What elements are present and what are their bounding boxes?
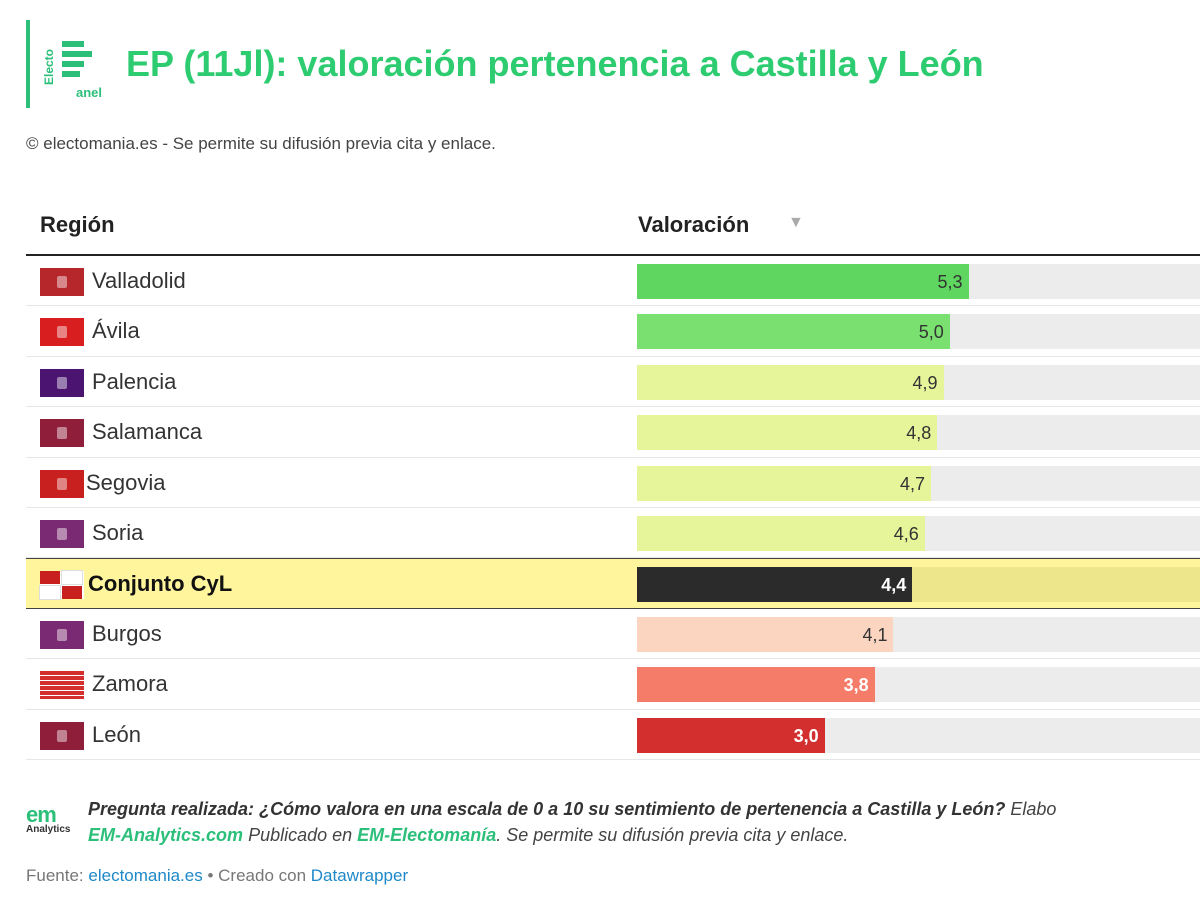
bar — [637, 616, 894, 652]
chart-header: Electo anel EP (11Jl): valoración perten… — [26, 20, 984, 108]
note-text: Pregunta realizada: ¿Cómo valora en una … — [88, 796, 1200, 848]
copyright-note: © electomania.es - Se permite su difusió… — [26, 134, 496, 153]
region-flag-icon — [39, 570, 84, 601]
published-text: Publicado en — [248, 825, 353, 845]
note-trail: Elabo — [1010, 799, 1057, 819]
region-flag-icon — [40, 620, 84, 649]
footer-prefix: Fuente: — [26, 866, 84, 885]
em-electomania-link[interactable]: EM-Electomanía — [357, 825, 497, 845]
bar-value-label: 4,7 — [899, 473, 925, 494]
bar — [637, 364, 944, 400]
region-label: Burgos — [92, 620, 162, 646]
table-row: Valladolid 5,3 — [26, 256, 1200, 307]
region-label: Valladolid — [92, 268, 186, 293]
bar-track: 4,9 — [637, 364, 1200, 400]
region-label: Soria — [92, 519, 144, 545]
region-flag-icon — [40, 519, 84, 548]
table-row: Ávila 5,0 — [26, 306, 1200, 357]
em-analytics-logo: em Analytics — [26, 802, 84, 838]
table-row: Segovia 4,7 — [26, 458, 1200, 508]
bar-track: 3,0 — [637, 717, 1200, 753]
table-row: Palencia 4,9 — [26, 357, 1200, 408]
question-note: em Analytics Pregunta realizada: ¿Cómo v… — [26, 792, 1200, 852]
bar-value-label: 3,0 — [793, 725, 819, 746]
em-logo-text: em — [26, 802, 57, 827]
region-label: Ávila — [92, 318, 140, 344]
header-accent-bar — [26, 20, 30, 108]
sort-arrow-icon[interactable]: ▼ — [788, 214, 804, 231]
logo-vertical-text: Electo — [42, 48, 56, 85]
region-flag-icon — [40, 368, 84, 397]
bar — [637, 314, 950, 350]
bar-track: 4,8 — [637, 415, 1200, 451]
bar-value-label: 5,0 — [918, 322, 944, 343]
region-label: Salamanca — [92, 419, 203, 445]
bar — [637, 515, 925, 551]
table-header: Región Valoración ▼ — [26, 200, 1200, 256]
table-row: León 3,0 — [26, 710, 1200, 760]
bar — [637, 465, 931, 501]
table-body: Valladolid 5,3 Ávila 5,0 Palencia 4,9 Salamanc… — [26, 256, 1200, 760]
em-logo-subtext: Analytics — [26, 824, 71, 835]
table-row: Salamanca 4,8 — [26, 407, 1200, 458]
bar-value-label: 4,6 — [893, 523, 919, 544]
region-flag-icon — [40, 721, 84, 750]
bar-value-label: 5,3 — [937, 272, 963, 292]
bar — [637, 415, 938, 451]
bar-track: 3,8 — [637, 667, 1200, 703]
footer-created: • Creado con — [207, 866, 307, 885]
region-label: Segovia — [86, 469, 166, 495]
region-flag-icon — [40, 419, 84, 448]
table-row: Soria 4,6 — [26, 508, 1200, 559]
bar — [637, 717, 825, 753]
electopanel-logo: Electo anel — [42, 33, 108, 100]
region-flag-icon — [40, 268, 84, 296]
source-link[interactable]: electomania.es — [88, 866, 203, 885]
bar-value-label: 4,8 — [906, 423, 932, 444]
bar-track: 5,0 — [637, 314, 1200, 350]
region-label: Conjunto CyL — [88, 571, 233, 597]
table-row: Zamora 3,8 — [26, 659, 1200, 710]
bar — [637, 264, 969, 299]
logo-bars-icon — [62, 41, 92, 81]
question-label: Pregunta realizada: — [88, 799, 255, 819]
permit-text: . Se permite su difusión previa cita y e… — [496, 825, 849, 845]
table-row: Burgos 4,1 — [26, 609, 1200, 660]
em-analytics-link[interactable]: EM-Analytics.com — [88, 825, 244, 845]
bar-value-label: 4,9 — [912, 372, 938, 393]
datawrapper-link[interactable]: Datawrapper — [310, 866, 409, 885]
region-label: León — [92, 721, 141, 747]
chart-title: EP (11Jl): valoración pertenencia a Cast… — [126, 43, 984, 84]
region-flag-icon — [40, 671, 84, 700]
bar — [637, 567, 913, 603]
region-flag-icon — [40, 469, 84, 498]
bar — [637, 667, 875, 703]
bar-track: 4,4 — [637, 567, 1200, 603]
footer: Fuente: electomania.es • Creado con Data… — [26, 866, 408, 886]
bar-value-label: 4,1 — [862, 624, 888, 645]
region-label: Palencia — [92, 368, 177, 394]
region-label: Zamora — [92, 671, 168, 697]
bar-value-label: 4,4 — [881, 575, 907, 596]
region-flag-icon — [40, 318, 84, 347]
bar-track: 4,7 — [637, 465, 1200, 501]
question-text: ¿Cómo valora en una escala de 0 a 10 su … — [259, 799, 1006, 819]
logo-bottom-text: anel — [76, 85, 103, 100]
table-row: Conjunto CyL 4,4 — [26, 558, 1200, 609]
bar-value-label: 3,8 — [843, 675, 869, 696]
column-header-value[interactable]: Valoración — [638, 212, 750, 237]
bar-track: 5,3 — [637, 264, 1200, 299]
bar-track: 4,6 — [637, 515, 1200, 551]
column-header-region[interactable]: Región — [40, 212, 115, 237]
bar-track: 4,1 — [637, 616, 1200, 652]
